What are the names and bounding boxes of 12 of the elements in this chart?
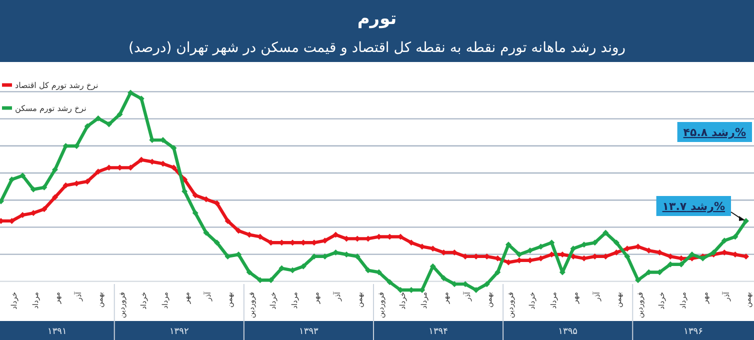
annotation: رشد ۴۵.۸%: [683, 126, 746, 139]
text: ۱۳۹۴: [428, 327, 448, 337]
text: ۱۳۹۱: [48, 327, 67, 337]
text: ۱۳۹۳: [299, 327, 319, 337]
legend-label: نرخ رشد تورم کل اقتصاد: [15, 81, 98, 90]
text: ۱۳۹۵: [558, 327, 578, 337]
text: ۱۳۹۶: [684, 327, 704, 337]
chart-subtitle: روند رشد ماهانه تورم نقطه به نقطه کل اقتصاد و قیمت مسکن در شهر تهران (درصد): [128, 40, 626, 56]
legend-label: نرخ رشد تورم مسکن: [15, 104, 86, 113]
chart-title: تورم: [357, 9, 397, 29]
annotation: رشد ۱۳.۷%: [662, 200, 725, 213]
text: ۱۳۹۲: [169, 327, 189, 337]
